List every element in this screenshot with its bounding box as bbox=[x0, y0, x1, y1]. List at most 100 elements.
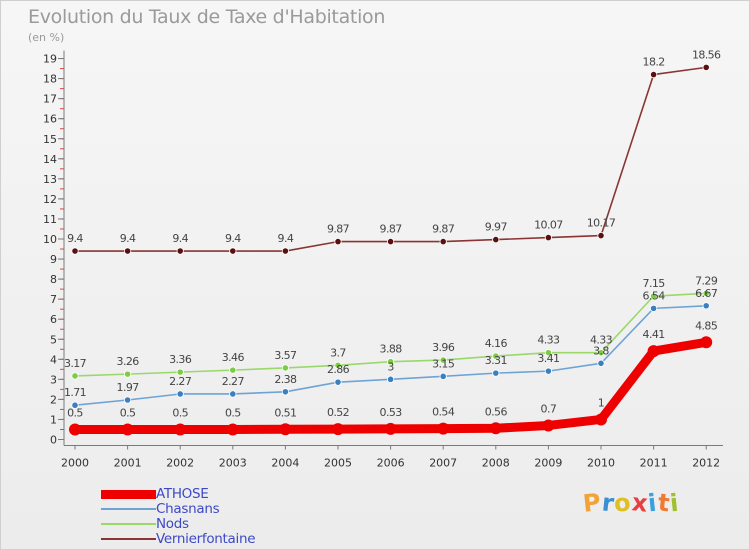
data-label: 7.29 bbox=[695, 274, 718, 287]
series-athose bbox=[69, 336, 713, 436]
data-label: 3.17 bbox=[64, 357, 87, 370]
y-tick-label: 0 bbox=[50, 434, 57, 447]
x-tick-label: 2009 bbox=[534, 457, 562, 470]
data-label: 0.51 bbox=[274, 406, 296, 419]
data-label: 2.27 bbox=[222, 375, 245, 388]
data-label: 2.38 bbox=[274, 373, 297, 386]
data-point bbox=[281, 364, 289, 372]
data-point bbox=[384, 422, 397, 435]
data-label: 2.27 bbox=[169, 375, 192, 388]
y-tick-label: 5 bbox=[50, 333, 57, 346]
data-point bbox=[69, 423, 81, 436]
data-point bbox=[492, 352, 500, 360]
y-tick-label: 9 bbox=[50, 253, 57, 266]
data-label: 3.8 bbox=[593, 344, 609, 357]
data-point bbox=[702, 63, 710, 71]
data-label: 3.46 bbox=[222, 351, 245, 364]
data-point bbox=[597, 231, 605, 240]
y-unit-label: (en %) bbox=[28, 31, 65, 44]
y-tick-label: 10 bbox=[43, 233, 57, 246]
data-point bbox=[702, 289, 710, 297]
data-point bbox=[281, 388, 289, 396]
data-point bbox=[489, 422, 502, 435]
legend-label: Vernierfontaine bbox=[156, 531, 256, 547]
y-tick-label: 11 bbox=[43, 213, 57, 226]
data-label: 4.41 bbox=[643, 328, 665, 341]
data-point bbox=[647, 345, 660, 358]
legend-label: Nods bbox=[156, 516, 189, 532]
data-label: 0.5 bbox=[67, 406, 83, 419]
x-tick-label: 2004 bbox=[271, 457, 299, 470]
data-point bbox=[437, 422, 450, 435]
data-label: 18.56 bbox=[692, 48, 721, 61]
x-tick-label: 2002 bbox=[166, 457, 194, 470]
labels-chasnans: 1.71 1.97 2.27 2.27 2.38 2.86 3 3.15 3.31 3.41 3.8… bbox=[64, 287, 718, 399]
y-tick-label: 18 bbox=[43, 73, 57, 86]
y-tick-label: 19 bbox=[43, 53, 57, 66]
data-point bbox=[439, 238, 447, 246]
data-label: 6.54 bbox=[643, 289, 666, 302]
x-tick-label: 2008 bbox=[482, 457, 510, 470]
data-point bbox=[439, 356, 447, 364]
data-point bbox=[121, 423, 134, 436]
x-tick-label: 2011 bbox=[640, 457, 668, 470]
data-label: 3.31 bbox=[485, 354, 507, 367]
data-point bbox=[492, 236, 500, 244]
data-label: 0.53 bbox=[380, 406, 403, 419]
series-chasnans bbox=[71, 302, 710, 409]
data-point bbox=[544, 233, 553, 242]
data-point bbox=[176, 390, 184, 398]
data-label: 9.4 bbox=[278, 232, 294, 245]
y-tick-label: 17 bbox=[43, 93, 57, 106]
data-point bbox=[229, 247, 237, 255]
data-label: 3.57 bbox=[274, 349, 297, 362]
data-point bbox=[649, 304, 658, 312]
data-label: 10.07 bbox=[534, 219, 563, 232]
data-label: 9.4 bbox=[225, 232, 241, 245]
data-label: 3.7 bbox=[330, 346, 346, 359]
x-tick-label: 2010 bbox=[587, 457, 615, 470]
data-point bbox=[542, 419, 555, 432]
chart-title: Evolution du Taux de Taxe d'Habitation bbox=[28, 6, 386, 28]
data-label: 9.87 bbox=[432, 223, 455, 236]
data-label: 9.4 bbox=[172, 232, 188, 245]
data-label: 18.2 bbox=[643, 56, 665, 69]
data-point bbox=[649, 70, 658, 79]
data-label: 7.15 bbox=[643, 277, 666, 290]
y-tick-label: 13 bbox=[43, 173, 57, 186]
legend-label: Chasnans bbox=[156, 501, 220, 517]
data-point bbox=[332, 423, 344, 436]
data-label: 4.33 bbox=[537, 334, 560, 347]
data-label: 0.52 bbox=[327, 406, 349, 419]
y-tick-label: 1 bbox=[50, 413, 57, 426]
labels-athose: 0.5 0.5 0.5 0.5 0.51 0.52 0.53 0.54 0.56 0.7 1 4.41… bbox=[67, 319, 718, 419]
data-point bbox=[700, 336, 713, 349]
data-point bbox=[71, 401, 79, 409]
data-point bbox=[386, 375, 395, 383]
x-tick-label: 2000 bbox=[61, 457, 89, 470]
data-point bbox=[649, 292, 658, 300]
y-tick-label: 4 bbox=[50, 353, 57, 366]
data-label: 4.16 bbox=[485, 337, 508, 350]
y-tick-label: 6 bbox=[50, 313, 57, 326]
series-vernierfontaine bbox=[71, 63, 710, 255]
x-tick-label: 2006 bbox=[377, 457, 405, 470]
data-point bbox=[597, 349, 605, 357]
data-label: 0.54 bbox=[432, 406, 455, 419]
data-point bbox=[702, 302, 710, 310]
y-tick-label: 3 bbox=[50, 373, 57, 386]
data-point bbox=[174, 423, 187, 436]
data-label: 9.87 bbox=[327, 223, 350, 236]
data-point bbox=[71, 372, 79, 380]
y-tick-label: 15 bbox=[43, 133, 57, 146]
data-label: 6.67 bbox=[695, 287, 718, 300]
data-label: 3.88 bbox=[380, 343, 403, 356]
data-label: 9.4 bbox=[67, 232, 83, 245]
data-label: 0.56 bbox=[485, 405, 508, 418]
data-point bbox=[597, 359, 605, 367]
data-label: 3.41 bbox=[537, 352, 559, 365]
legend-swatch bbox=[101, 489, 156, 499]
data-label: 10.17 bbox=[587, 217, 616, 230]
